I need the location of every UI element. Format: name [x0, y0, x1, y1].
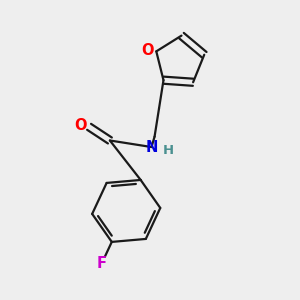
Text: O: O [142, 43, 154, 58]
Text: O: O [74, 118, 87, 133]
Text: H: H [163, 144, 174, 157]
Text: F: F [97, 256, 107, 271]
Text: N: N [145, 140, 158, 154]
